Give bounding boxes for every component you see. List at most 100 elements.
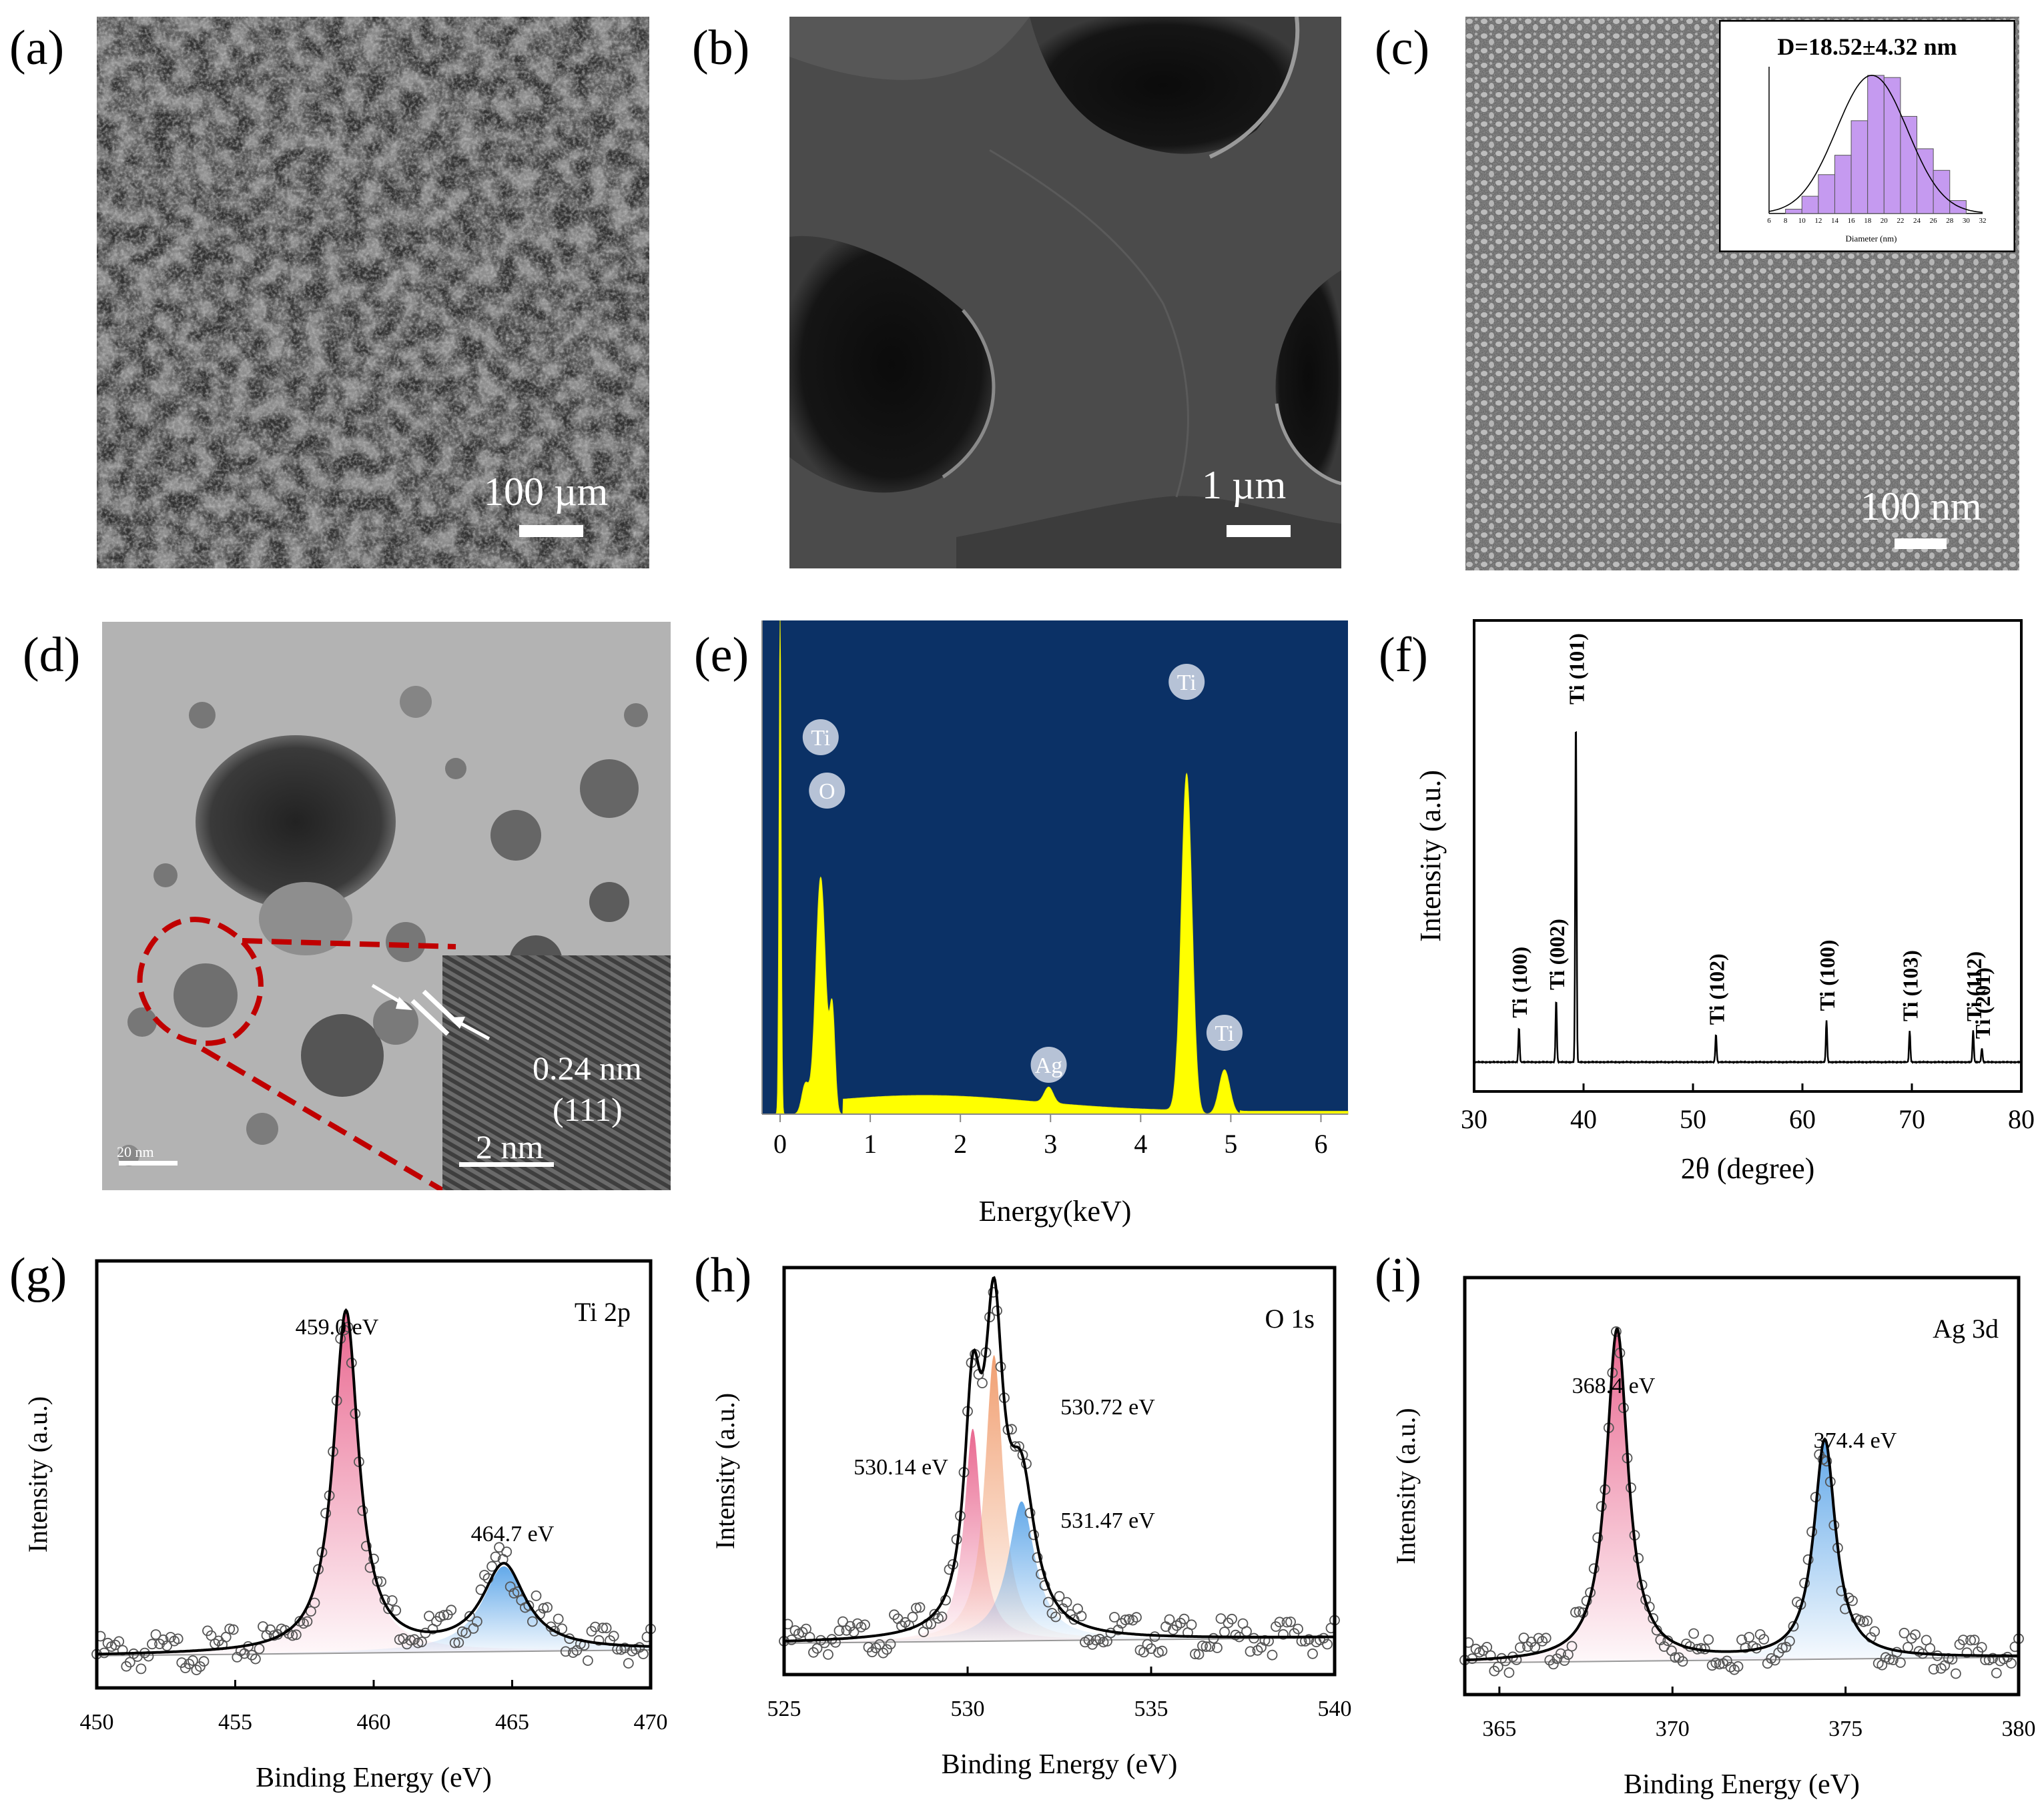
panel-a-label: (a) — [9, 21, 65, 75]
inset-tick-label: 32 — [1979, 217, 1987, 225]
xps-data-point — [527, 1616, 538, 1627]
xps-data-point — [1046, 1608, 1058, 1619]
xps-data-point — [1278, 1629, 1289, 1640]
xps-data-point — [305, 1606, 316, 1617]
xps-data-point — [1559, 1655, 1570, 1666]
xps-data-point — [2006, 1658, 2017, 1669]
xps-x-axis-label: Binding Energy (eV) — [256, 1763, 492, 1793]
xps-data-point — [845, 1621, 856, 1632]
xps-component-fill — [784, 1355, 1335, 1643]
panel-d-label: (d) — [23, 628, 81, 683]
xps-element-label: O 1s — [1265, 1304, 1315, 1334]
scale-label-d-inset: 2 nm — [476, 1128, 544, 1166]
xps-data-point — [1241, 1626, 1252, 1637]
inset-tick-label: 30 — [1963, 217, 1971, 225]
gaussian-fit-curve — [1768, 75, 1983, 213]
xps-data-point — [1036, 1568, 1046, 1580]
xps-data-point — [398, 1633, 409, 1644]
scale-bar-a — [519, 525, 583, 537]
tem-image-d: 20 nm 0.24 nm (111) 2 nm — [102, 622, 671, 1190]
xrd-peak-label: Ti (201) — [1971, 967, 1995, 1039]
xps-data-point — [542, 1602, 553, 1613]
xrd-x-tick-label: 50 — [1680, 1104, 1706, 1134]
xps-data-point — [147, 1639, 157, 1650]
xps-data-point — [1729, 1664, 1740, 1675]
xps-data-point — [409, 1634, 420, 1645]
eds-peak-badge — [1168, 664, 1205, 700]
xps-data-point — [113, 1636, 125, 1647]
xps-data-point — [424, 1611, 434, 1622]
panel-b-label: (b) — [692, 21, 750, 75]
xps-data-point — [1862, 1615, 1872, 1627]
eds-peak-label: Ag — [1035, 1053, 1063, 1078]
eds-x-tick-label: 2 — [954, 1129, 967, 1159]
xps-data-point — [1969, 1635, 1980, 1645]
eds-peak-badge — [1030, 1047, 1067, 1083]
xps-data-point — [176, 1657, 188, 1668]
xps-data-point — [1307, 1648, 1318, 1659]
xps-data-point — [102, 1637, 113, 1649]
histogram-bar — [1801, 195, 1819, 214]
xps-data-point — [597, 1623, 608, 1634]
xps-data-point — [1903, 1642, 1913, 1653]
xps-data-point — [194, 1661, 206, 1672]
xps-data-point — [553, 1613, 564, 1625]
xps-data-point — [449, 1637, 460, 1649]
xps-data-point — [1544, 1655, 1556, 1666]
xps-data-point — [623, 1658, 634, 1669]
xps-data-point — [1208, 1633, 1219, 1644]
xps-data-point — [1562, 1649, 1574, 1660]
xps-data-point — [224, 1623, 236, 1635]
xps-data-point — [1744, 1632, 1754, 1643]
xps-data-point — [860, 1619, 870, 1631]
xps-data-point — [1784, 1636, 1795, 1647]
xps-data-point — [172, 1633, 184, 1645]
xps-data-point — [1032, 1552, 1043, 1563]
xps-data-point — [1503, 1667, 1515, 1678]
xps-data-point — [1951, 1668, 1961, 1679]
xps-data-point — [1732, 1661, 1744, 1672]
xps-data-point — [1570, 1607, 1581, 1618]
xps-envelope-fit — [96, 1308, 651, 1656]
xps-envelope-fit — [783, 1276, 1334, 1643]
scale-label-b: 1 µm — [1202, 463, 1287, 507]
xps-data-point — [1740, 1642, 1751, 1653]
inset-tick-label: 18 — [1864, 217, 1872, 225]
xps-data-point — [1537, 1636, 1548, 1647]
xps-data-point — [601, 1623, 612, 1634]
xps-data-point — [808, 1647, 819, 1658]
xps-peak-label: 374.4 eV — [1814, 1428, 1897, 1453]
xps-data-point — [1688, 1628, 1700, 1639]
xps-data-point — [1592, 1532, 1604, 1543]
xps-component-fill — [1465, 1329, 2019, 1663]
xps-data-point — [789, 1625, 801, 1636]
eds-x-tick-label: 1 — [864, 1129, 877, 1159]
xps-data-point — [191, 1665, 202, 1675]
xps-data-point — [1515, 1642, 1525, 1653]
xps-data-point — [1470, 1643, 1481, 1655]
xps-data-point — [1010, 1441, 1021, 1452]
xps-data-point — [109, 1639, 121, 1651]
xps-data-point — [401, 1639, 412, 1650]
xps-data-point — [1780, 1641, 1792, 1653]
xps-data-point — [1039, 1580, 1050, 1591]
xps-data-point — [1677, 1656, 1688, 1667]
eds-plot-background — [762, 620, 1348, 1114]
eds-peak-badge — [809, 773, 845, 809]
xrd-x-tick-label: 30 — [1461, 1104, 1487, 1134]
xrd-peak-label: Ti (100) — [1507, 947, 1531, 1018]
eds-x-tick-label: 4 — [1134, 1129, 1147, 1159]
xps-data-point — [1821, 1456, 1832, 1467]
xrd-x-tick-label: 70 — [1899, 1104, 1925, 1134]
xps-component-fill — [97, 1312, 651, 1656]
xps-x-tick-label: 535 — [1134, 1697, 1168, 1721]
xps-data-point — [302, 1616, 313, 1627]
xps-peak-label: 368.4 eV — [1572, 1374, 1656, 1398]
xps-data-point — [936, 1611, 948, 1623]
xps-data-point — [438, 1610, 449, 1621]
xps-data-point — [870, 1643, 882, 1653]
histogram-inset-c: D=18.52±4.32 nm 6 8 10 12 14 16 18 20 22 24 26 28 30… — [1719, 20, 2015, 252]
eds-peak-label: Ti — [1177, 670, 1197, 695]
xps-data-point — [914, 1602, 926, 1613]
xps-data-point — [1899, 1627, 1910, 1639]
